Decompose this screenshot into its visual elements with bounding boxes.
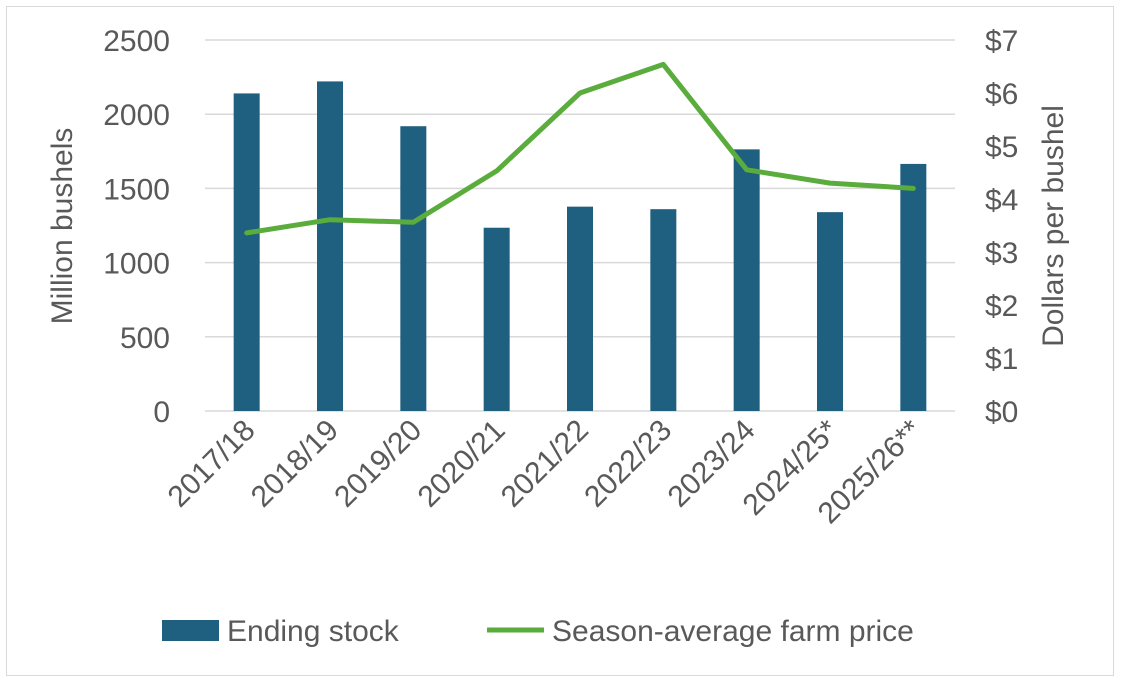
- bar-2019/20: [400, 126, 427, 411]
- right-tick-label: $4: [985, 184, 1018, 217]
- bar-2024/25*: [817, 212, 843, 411]
- x-tick-label: 2022/23: [578, 414, 678, 514]
- right-axis-title: Dollars per bushel: [1037, 105, 1070, 347]
- left-tick-label: 1000: [103, 248, 170, 281]
- right-tick-label: $5: [985, 131, 1018, 164]
- bar-series-ending-stock: [233, 81, 927, 412]
- left-axis-title: Million bushels: [46, 128, 79, 325]
- x-tick-label: 2017/18: [162, 414, 262, 514]
- bar-2020/21: [483, 227, 510, 411]
- right-tick-label: $0: [985, 396, 1018, 429]
- bar-2017/18: [233, 93, 260, 411]
- x-tick-label: 2021/22: [495, 414, 595, 514]
- bar-2025/26**: [900, 163, 927, 411]
- chart-frame: [6, 6, 1114, 676]
- line-series-farm-price: [244, 61, 916, 236]
- bar-2022/23: [650, 209, 677, 411]
- left-tick-label: 1500: [103, 173, 170, 206]
- x-tick-label: 2020/21: [412, 414, 512, 514]
- right-tick-label: $3: [985, 237, 1018, 270]
- bar-2021/22: [567, 206, 593, 411]
- left-tick-label: 2000: [103, 99, 170, 132]
- left-tick-label: 0: [153, 396, 170, 429]
- right-tick-label: $6: [985, 78, 1018, 111]
- legend: Ending stock Season-average farm price: [162, 615, 914, 648]
- right-tick-label: $1: [985, 343, 1018, 376]
- x-tick-label: 2018/19: [245, 414, 345, 514]
- x-tick-label: 2019/20: [328, 414, 428, 514]
- legend-label-farm-price: Season-average farm price: [552, 615, 914, 648]
- left-axis-ticks: 0 500 1000 1500 2000 2500: [103, 25, 170, 429]
- right-tick-label: $7: [985, 25, 1018, 58]
- x-axis-ticks: 2017/182018/192019/202020/212021/222022/…: [162, 413, 929, 530]
- bar-2018/19: [317, 81, 343, 412]
- bar-2023/24: [733, 149, 760, 412]
- right-tick-label: $2: [985, 290, 1018, 323]
- right-axis-ticks: $0 $1 $2 $3 $4 $5 $6 $7: [985, 25, 1018, 429]
- left-tick-label: 500: [120, 322, 170, 355]
- left-tick-label: 2500: [103, 25, 170, 58]
- legend-swatch-ending-stock: [162, 620, 219, 641]
- legend-label-ending-stock: Ending stock: [227, 615, 400, 648]
